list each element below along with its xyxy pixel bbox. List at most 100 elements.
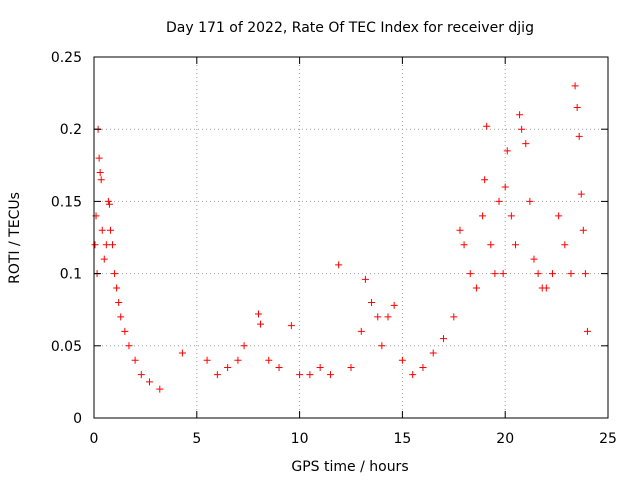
plot-frame (93, 56, 609, 419)
data-point (224, 363, 232, 371)
data-point (91, 241, 99, 249)
data-point (384, 313, 392, 321)
data-point (561, 241, 569, 249)
axis-ticks: 0 5 10 15 20 25 0 0.05 0.1 0.15 0.2 0.25 (51, 50, 617, 447)
data-point (479, 212, 487, 220)
data-point (409, 371, 417, 379)
data-point (203, 356, 211, 364)
y-tick-label: 0.05 (51, 339, 82, 355)
data-point (579, 226, 587, 234)
data-point (577, 190, 585, 198)
data-point (287, 322, 295, 330)
data-point (518, 125, 526, 133)
data-point (115, 298, 123, 306)
data-point (503, 147, 511, 155)
data-point (257, 320, 265, 328)
data-point (178, 349, 186, 357)
data-point (109, 241, 117, 249)
x-tick-label: 25 (599, 431, 617, 447)
x-tick-label: 10 (291, 431, 309, 447)
data-point (483, 122, 491, 130)
data-point (234, 356, 242, 364)
y-tick-label: 0.1 (60, 267, 82, 283)
data-point (530, 255, 538, 263)
data-point (106, 226, 114, 234)
y-tick-label: 0 (73, 411, 82, 427)
data-point (131, 356, 139, 364)
data-point (456, 226, 464, 234)
data-point (326, 371, 334, 379)
y-axis-label: ROTI / TECUs (7, 192, 23, 284)
data-point (368, 298, 376, 306)
data-point (501, 183, 509, 191)
chart-title: Day 171 of 2022, Rate Of TEC Index for r… (166, 20, 534, 36)
data-point (296, 371, 304, 379)
data-point (450, 313, 458, 321)
data-point (419, 363, 427, 371)
data-point (487, 241, 495, 249)
data-point (481, 176, 489, 184)
data-point (472, 284, 480, 292)
data-point (265, 356, 273, 364)
data-point (117, 313, 125, 321)
data-point (571, 82, 579, 90)
data-point (111, 270, 119, 278)
data-point (146, 378, 154, 386)
data-point (213, 371, 221, 379)
data-point (361, 275, 369, 283)
data-point (390, 301, 398, 309)
data-point (100, 255, 108, 263)
data-point (466, 270, 474, 278)
x-axis-label: GPS time / hours (291, 459, 408, 475)
data-point (555, 212, 563, 220)
x-tick-label: 15 (393, 431, 411, 447)
data-point (516, 111, 524, 119)
data-point (275, 363, 283, 371)
data-point (491, 270, 499, 278)
data-point (137, 371, 145, 379)
data-point (573, 104, 581, 112)
data-point (460, 241, 468, 249)
data-point (398, 356, 406, 364)
data-point (96, 169, 104, 177)
data-point (306, 371, 314, 379)
data-point (581, 270, 589, 278)
data-point (121, 327, 129, 335)
data-point (254, 310, 262, 318)
data-point (511, 241, 519, 249)
data-point (156, 385, 164, 393)
x-tick-label: 0 (90, 431, 99, 447)
y-tick-label: 0.25 (51, 50, 82, 66)
x-tick-label: 5 (192, 431, 201, 447)
data-point (105, 200, 113, 208)
grid (94, 57, 608, 418)
data-points (91, 82, 591, 393)
data-point (522, 140, 530, 148)
data-point (240, 342, 248, 350)
data-point (357, 327, 365, 335)
data-point (542, 284, 550, 292)
y-tick-label: 0.15 (51, 194, 82, 210)
data-point (499, 270, 507, 278)
data-point (534, 270, 542, 278)
data-point (104, 197, 112, 205)
data-point (95, 154, 103, 162)
data-point (378, 342, 386, 350)
data-point (583, 327, 591, 335)
data-point (440, 335, 448, 343)
data-point (316, 363, 324, 371)
data-point (495, 197, 503, 205)
data-point (548, 270, 556, 278)
data-point (526, 197, 534, 205)
y-tick-label: 0.2 (60, 122, 82, 138)
data-point (575, 132, 583, 140)
data-point (98, 226, 106, 234)
data-point (113, 284, 121, 292)
x-tick-label: 20 (496, 431, 514, 447)
data-point (374, 313, 382, 321)
data-point (347, 363, 355, 371)
data-point (335, 261, 343, 269)
data-point (429, 349, 437, 357)
data-point (125, 342, 133, 350)
